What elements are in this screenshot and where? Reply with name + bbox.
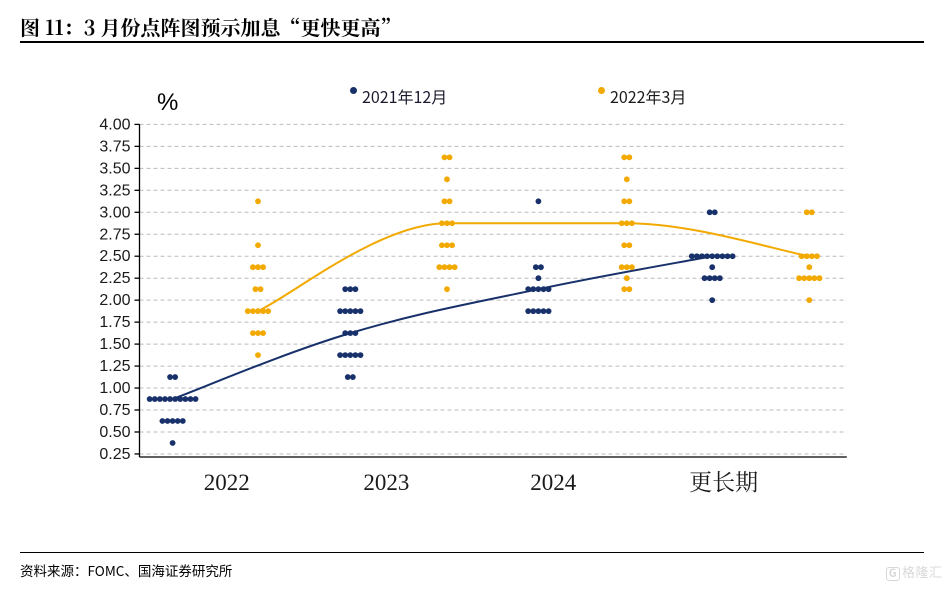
svg-text:1.75: 1.75 — [99, 314, 130, 331]
svg-text:2.75: 2.75 — [99, 226, 130, 243]
svg-text:更长期: 更长期 — [689, 470, 758, 495]
svg-text:0.50: 0.50 — [99, 424, 130, 441]
svg-text:4.00: 4.00 — [99, 116, 130, 133]
svg-text:1.00: 1.00 — [99, 380, 130, 397]
svg-text:0.25: 0.25 — [99, 446, 130, 463]
svg-text:1.50: 1.50 — [99, 336, 130, 353]
svg-text:2.50: 2.50 — [99, 248, 130, 265]
svg-text:3.50: 3.50 — [99, 160, 130, 177]
svg-text:2022: 2022 — [204, 470, 250, 495]
svg-text:3.75: 3.75 — [99, 138, 130, 155]
svg-text:2.00: 2.00 — [99, 292, 130, 309]
svg-text:3.00: 3.00 — [99, 204, 130, 221]
svg-text:2023: 2023 — [363, 470, 409, 495]
svg-text:0.75: 0.75 — [99, 402, 130, 419]
svg-text:2.25: 2.25 — [99, 270, 130, 287]
svg-text:3.25: 3.25 — [99, 182, 130, 199]
svg-text:1.25: 1.25 — [99, 358, 130, 375]
svg-text:2024: 2024 — [530, 470, 577, 495]
